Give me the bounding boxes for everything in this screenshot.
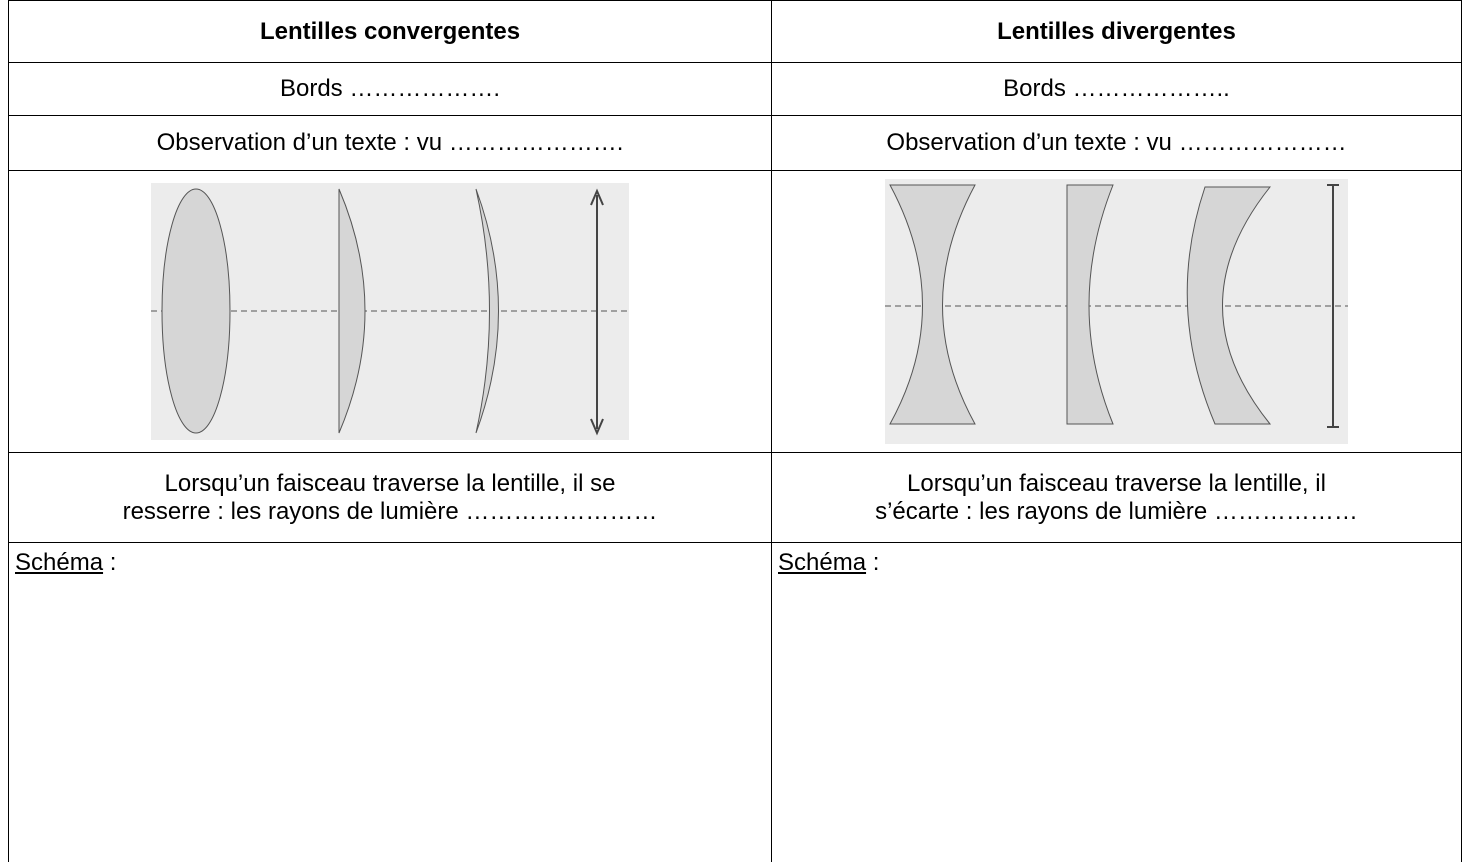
- text-line: Lorsqu’un faisceau traverse la lentille,…: [907, 470, 1326, 497]
- cell: Lorsqu’un faisceau traverse la lentille,…: [9, 453, 772, 543]
- text-line: Lorsqu’un faisceau traverse la lentille,…: [165, 470, 616, 497]
- label: Schéma: [778, 549, 866, 576]
- cell: Schéma :: [9, 543, 772, 862]
- label-suffix: :: [866, 549, 879, 576]
- label-suffix: :: [103, 549, 116, 576]
- image-cell: [9, 171, 772, 453]
- cell: Observation d’un texte : vu …………………: [772, 116, 1462, 171]
- convergent-lenses: [151, 183, 629, 440]
- cell: Bords ……………….: [9, 63, 772, 116]
- cell: Observation d’un texte : vu ………………….: [9, 116, 772, 171]
- label: Schéma: [15, 549, 103, 576]
- text-line: s’écarte : les rayons de lumière ………………: [875, 498, 1358, 525]
- cell: Bords ………………..: [772, 63, 1462, 116]
- image-cell: [772, 171, 1462, 453]
- lens-table: Lentilles convergentes Lentilles diverge…: [8, 0, 1462, 862]
- divergent-lenses: [885, 179, 1348, 444]
- header-cell: Lentilles convergentes: [9, 1, 772, 63]
- header-cell: Lentilles divergentes: [772, 1, 1462, 63]
- cell: Schéma :: [772, 543, 1462, 862]
- text-line: resserre : les rayons de lumière ……………………: [123, 498, 658, 525]
- cell: Lorsqu’un faisceau traverse la lentille,…: [772, 453, 1462, 543]
